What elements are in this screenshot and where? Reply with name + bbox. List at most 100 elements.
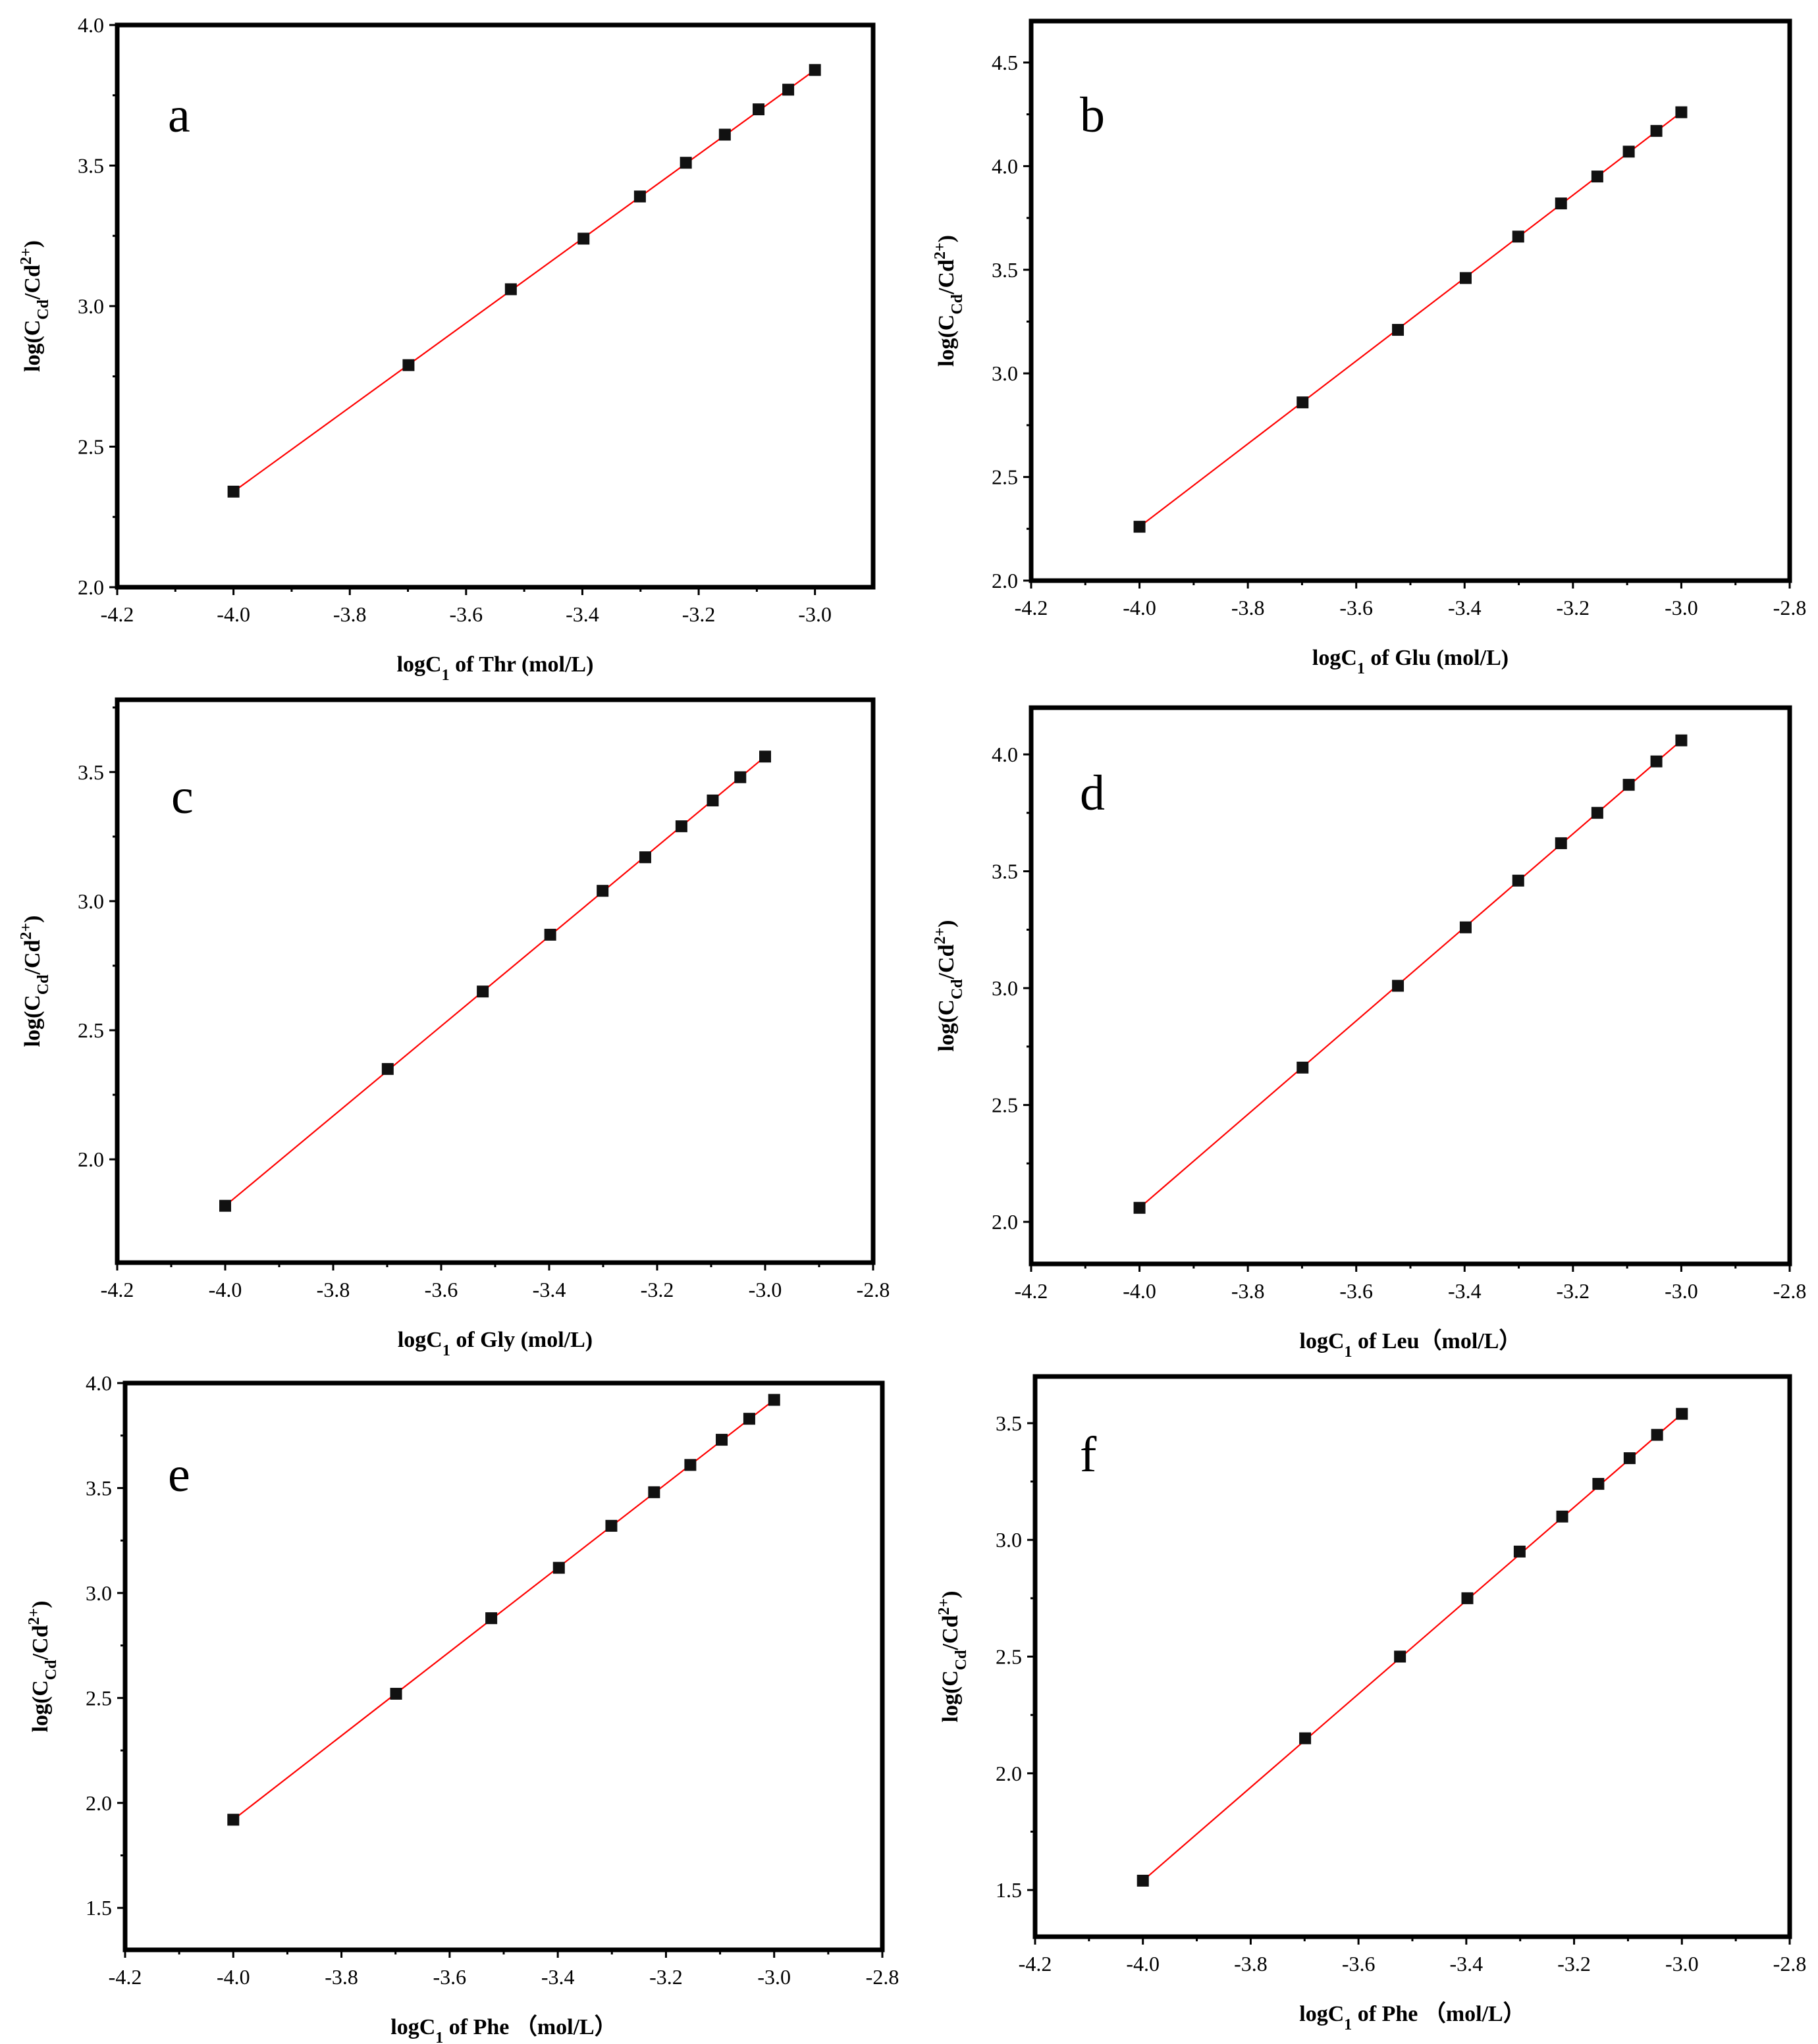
data-point bbox=[1512, 230, 1524, 243]
data-point bbox=[718, 128, 731, 141]
x-tick-label: -3.2 bbox=[1557, 596, 1590, 619]
plot-frame bbox=[1032, 1374, 1792, 1939]
x-tick-label: -3.6 bbox=[450, 602, 483, 626]
fit-line bbox=[232, 1399, 775, 1821]
data-point bbox=[734, 771, 747, 783]
x-tick-label: -4.0 bbox=[1126, 1952, 1160, 1976]
x-tick-label: -3.2 bbox=[1557, 1279, 1590, 1303]
x-axis-label: logC1 of Phe （mol/L） bbox=[1299, 2001, 1525, 2033]
data-point bbox=[1459, 921, 1472, 933]
x-tick-label: -3.4 bbox=[533, 1278, 566, 1301]
y-tick-label: 4.0 bbox=[78, 13, 104, 37]
data-point bbox=[1650, 755, 1663, 768]
data-point bbox=[1591, 170, 1603, 183]
x-tick-label: -4.2 bbox=[1015, 1279, 1048, 1303]
data-point bbox=[485, 1612, 498, 1625]
panel-letter: d bbox=[1080, 766, 1105, 821]
data-point bbox=[1650, 124, 1663, 137]
x-axis-label: logC1 of Glu (mol/L) bbox=[1312, 646, 1509, 677]
y-tick-label: 2.0 bbox=[992, 569, 1018, 592]
data-point bbox=[1136, 1874, 1149, 1887]
x-tick-label: -3.6 bbox=[1342, 1952, 1376, 1976]
data-point bbox=[605, 1519, 618, 1532]
x-axis-label: logC1 of Thr (mol/L) bbox=[397, 652, 594, 684]
panel-letter: a bbox=[168, 88, 190, 143]
x-tick-label: -3.0 bbox=[749, 1278, 782, 1301]
data-point bbox=[1512, 874, 1524, 887]
panel-e: -4.2 -4.0 -3.8 -3.6 -3.4 -3.2 -3.0 -2.8 1.5 2.0 2.… bbox=[26, 1371, 899, 2044]
x-tick-label: -3.4 bbox=[1448, 1279, 1482, 1303]
y-tick-label: 2.5 bbox=[992, 465, 1018, 489]
x-tick-label: -3.2 bbox=[641, 1278, 674, 1301]
data-point bbox=[1297, 396, 1309, 409]
data-point bbox=[675, 820, 687, 833]
panel-letter: e bbox=[168, 1447, 190, 1502]
x-tick-label: -3.2 bbox=[682, 602, 716, 626]
x-tick-label: -3.4 bbox=[1448, 596, 1482, 619]
x-tick-label: -2.8 bbox=[1773, 1952, 1807, 1976]
y-tick-label: 3.0 bbox=[78, 889, 104, 913]
data-point bbox=[633, 190, 646, 203]
data-point bbox=[1394, 1650, 1406, 1663]
data-point bbox=[1459, 272, 1472, 284]
panel-d: -4.2 -4.0 -3.8 -3.6 -3.4 -3.2 -3.0 -2.8 2.0 2.5 3.… bbox=[932, 705, 1806, 1361]
y-tick-label: 2.5 bbox=[78, 435, 104, 459]
data-point bbox=[1392, 980, 1404, 992]
panel-b: -4.2 -4.0 -3.8 -3.6 -3.4 -3.2 -3.0 -2.8 2.0 2.5 3.… bbox=[932, 18, 1806, 677]
data-point bbox=[1675, 734, 1688, 747]
data-point bbox=[1623, 1452, 1636, 1465]
y-tick-label: 2.0 bbox=[86, 1791, 112, 1815]
y-tick-label: 2.5 bbox=[992, 1093, 1018, 1117]
data-point bbox=[743, 1413, 755, 1425]
x-tick-label: -3.2 bbox=[1557, 1952, 1591, 1976]
y-tick-label: 2.0 bbox=[992, 1210, 1018, 1234]
fit-line bbox=[1138, 739, 1682, 1209]
data-point bbox=[219, 1199, 231, 1212]
data-point bbox=[1676, 1407, 1688, 1420]
data-point bbox=[684, 1459, 697, 1471]
fit-line bbox=[1138, 111, 1682, 528]
y-tick-label: 2.0 bbox=[996, 1762, 1022, 1785]
x-tick-label: -3.8 bbox=[325, 1965, 358, 1989]
y-tick-label: 4.5 bbox=[992, 51, 1018, 74]
panel-letter: b bbox=[1080, 88, 1105, 143]
y-tick-label: 3.5 bbox=[992, 860, 1018, 883]
x-axis-label: logC1 of Leu（mol/L） bbox=[1300, 1328, 1522, 1361]
data-point bbox=[227, 1814, 240, 1826]
y-tick-label: 4.0 bbox=[992, 154, 1018, 178]
data-point bbox=[1133, 521, 1146, 533]
y-tick-label: 2.0 bbox=[78, 1147, 104, 1171]
fit-line bbox=[1142, 1413, 1683, 1881]
data-point bbox=[1592, 1478, 1605, 1490]
y-axis-label: log(CCd/Cd2+) bbox=[932, 235, 966, 367]
y-tick-label: 2.0 bbox=[78, 575, 104, 599]
data-point bbox=[552, 1561, 565, 1574]
x-tick-label: -4.0 bbox=[1123, 596, 1156, 619]
x-tick-label: -3.2 bbox=[649, 1965, 683, 1989]
x-tick-label: -3.8 bbox=[333, 602, 367, 626]
x-tick-label: -3.0 bbox=[1665, 596, 1698, 619]
x-tick-label: -3.6 bbox=[425, 1278, 458, 1301]
data-point bbox=[639, 851, 651, 864]
x-tick-label: -3.0 bbox=[757, 1965, 791, 1989]
x-tick-label: -3.8 bbox=[1231, 596, 1265, 619]
data-point bbox=[227, 485, 240, 498]
y-tick-label: 3.5 bbox=[78, 760, 104, 784]
data-point bbox=[390, 1687, 402, 1700]
y-tick-label: 3.0 bbox=[86, 1581, 112, 1605]
data-point bbox=[477, 985, 489, 998]
x-tick-label: -3.8 bbox=[317, 1278, 350, 1301]
data-point bbox=[1556, 1510, 1568, 1523]
y-axis-label: log(CCd/Cd2+) bbox=[26, 1601, 60, 1733]
x-tick-label: -3.6 bbox=[433, 1965, 467, 1989]
data-point bbox=[597, 885, 609, 897]
data-point bbox=[707, 794, 719, 806]
x-tick-label: -4.0 bbox=[209, 1278, 242, 1301]
y-axis-label: log(CCd/Cd2+) bbox=[936, 1591, 970, 1723]
panel-letter: c bbox=[171, 769, 194, 824]
data-point bbox=[716, 1434, 728, 1446]
y-tick-label: 3.5 bbox=[86, 1476, 112, 1500]
data-point bbox=[1133, 1201, 1146, 1214]
y-tick-label: 2.5 bbox=[86, 1686, 112, 1710]
